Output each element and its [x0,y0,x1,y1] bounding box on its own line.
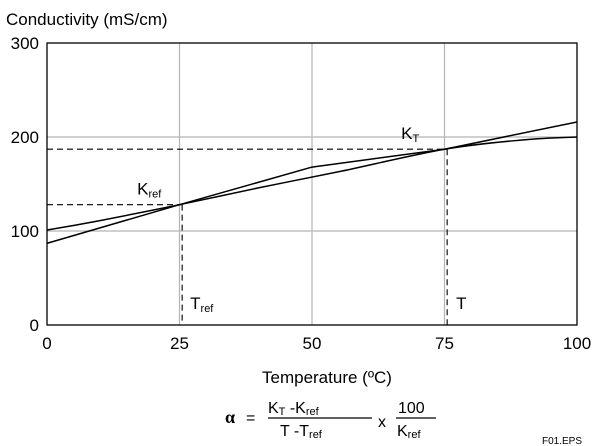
series-line-1 [47,136,577,231]
x-tick-label-100: 100 [563,334,591,353]
x-tick-label-50: 50 [303,334,322,353]
series-lines [47,121,577,245]
y-tick-label-200: 200 [11,128,39,147]
series-line-0 [47,121,577,245]
y-tick-label-0: 0 [30,316,39,335]
numerator-2: 100 [398,400,425,417]
plot-frame [46,42,578,326]
x-tick-label-75: 75 [435,334,454,353]
formula-times: x [378,414,386,431]
y-tick-label-300: 300 [11,34,39,53]
tick-labels: 0 25 50 75 100 0 100 200 300 [11,34,592,353]
reference-labels: Kref KT Tref T [137,124,466,315]
x-tick-label-0: 0 [42,334,51,353]
denominator-1: T -Tref [280,423,323,441]
denominator-2: Kref [397,423,421,441]
x-tick-label-25: 25 [170,334,189,353]
numerator-1: KT -Kref [268,400,320,418]
k-t-label: KT [401,124,419,145]
alpha-symbol: α [225,407,235,427]
k-ref-label: Kref [137,180,162,201]
y-axis-label: Conductivity (mS/cm) [6,10,168,29]
t-label: T [456,294,466,313]
y-tick-label-100: 100 [11,222,39,241]
grid [47,43,577,325]
reference-lines [47,148,448,325]
x-axis-label: Temperature (ºC) [262,368,392,387]
alpha-formula: α = KT -Kref T -Tref x 100 Kref [225,400,436,441]
figure-id: F01.EPS [542,436,582,446]
t-ref-label: Tref [190,294,214,315]
formula-equals: = [246,410,255,427]
